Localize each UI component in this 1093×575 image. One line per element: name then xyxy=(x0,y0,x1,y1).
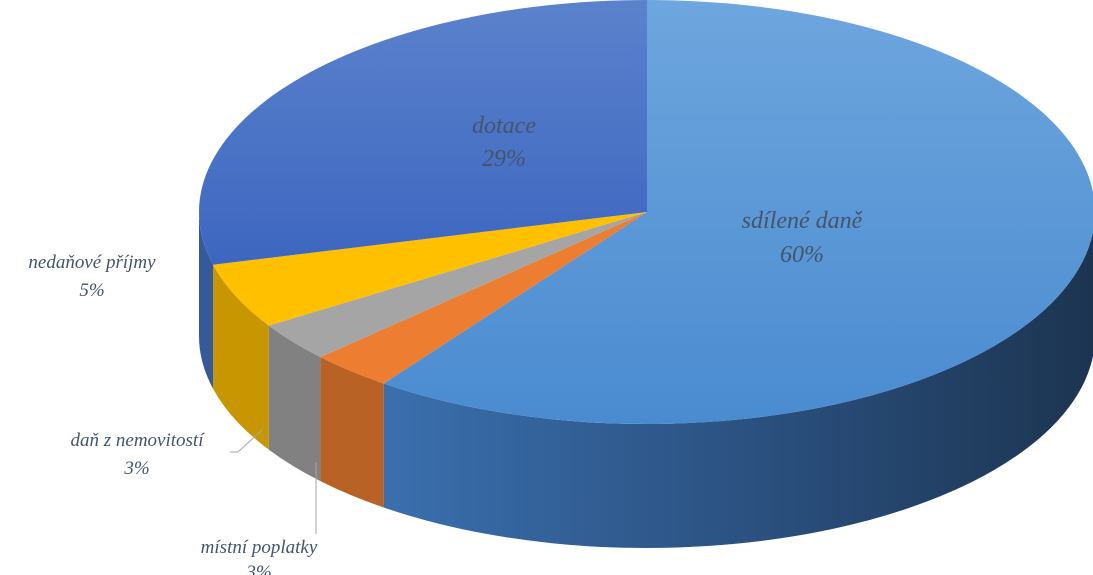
pie-side-sdilene-dane xyxy=(383,231,1093,549)
slice-value-nedanove-prijmy: 5% xyxy=(79,280,104,301)
pie-tops xyxy=(198,0,1093,424)
pie-slice-dan-z-nemovitosti xyxy=(268,212,647,358)
slice-labels: sdílené daně 60% dotace 29% nedaňové pří… xyxy=(28,113,862,575)
leader-lines xyxy=(230,429,317,534)
leader-line-dan-z-nemovitosti xyxy=(230,429,263,453)
slice-value-mistni-poplatky: 3% xyxy=(245,562,271,575)
slice-label-dotace: dotace xyxy=(472,113,536,139)
pie-side-nedanove-prijmy xyxy=(213,264,269,450)
slice-label-sdilene-dane: sdílené daně xyxy=(742,208,863,234)
pie-slice-mistni-poplatky xyxy=(320,212,647,384)
pie-side-dan-z-nemovitosti xyxy=(268,325,321,482)
slice-label-dan-z-nemovitosti: daň z nemovitostí xyxy=(71,430,206,451)
slice-label-nedanove-prijmy: nedaňové příjmy xyxy=(28,252,156,273)
pie-slice-nedanove-prijmy xyxy=(213,212,647,326)
pie-side-dotace xyxy=(199,212,214,389)
pie-side-mistni-poplatky xyxy=(320,357,384,508)
slice-value-dan-z-nemovitosti: 3% xyxy=(123,458,149,479)
slice-label-mistni-poplatky: místní poplatky xyxy=(201,537,318,558)
slice-value-dotace: 29% xyxy=(482,146,526,172)
pie-slice-dotace xyxy=(198,0,647,265)
slice-value-sdilene-dane: 60% xyxy=(780,242,824,268)
pie-sides xyxy=(199,212,1093,549)
pie-slice-sdilene-dane xyxy=(383,0,1093,424)
